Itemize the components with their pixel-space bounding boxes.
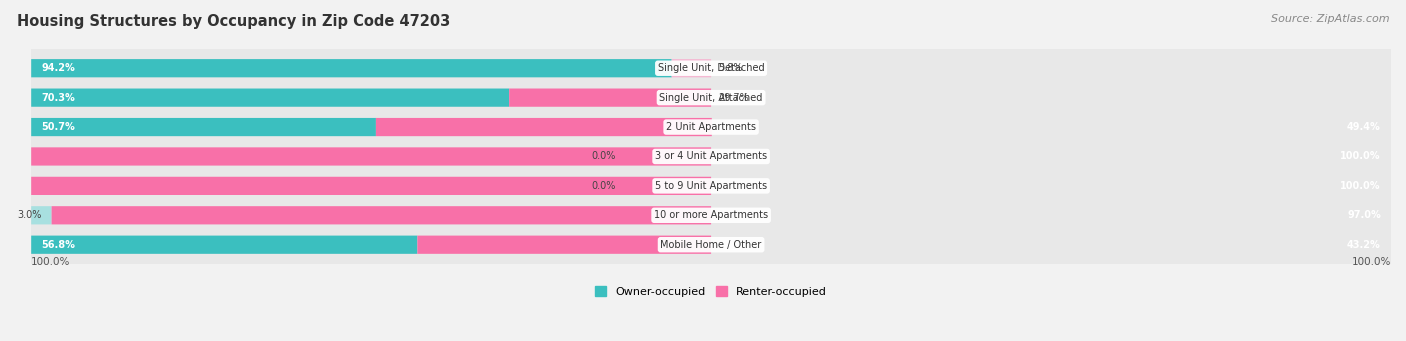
FancyBboxPatch shape (18, 160, 1405, 212)
Text: 49.4%: 49.4% (1347, 122, 1381, 132)
Text: 56.8%: 56.8% (41, 240, 76, 250)
FancyBboxPatch shape (18, 131, 1405, 182)
Legend: Owner-occupied, Renter-occupied: Owner-occupied, Renter-occupied (595, 286, 827, 297)
FancyBboxPatch shape (52, 206, 711, 224)
Text: 0.0%: 0.0% (592, 181, 616, 191)
FancyBboxPatch shape (375, 118, 711, 136)
FancyBboxPatch shape (18, 42, 1405, 94)
FancyBboxPatch shape (418, 236, 711, 254)
FancyBboxPatch shape (18, 219, 1405, 271)
Text: Single Unit, Attached: Single Unit, Attached (659, 93, 763, 103)
Text: 3 or 4 Unit Apartments: 3 or 4 Unit Apartments (655, 151, 768, 162)
Text: 70.3%: 70.3% (41, 93, 75, 103)
Text: 100.0%: 100.0% (31, 257, 70, 267)
Text: Mobile Home / Other: Mobile Home / Other (661, 240, 762, 250)
FancyBboxPatch shape (31, 59, 672, 77)
Text: 100.0%: 100.0% (1340, 151, 1381, 162)
Text: Single Unit, Detached: Single Unit, Detached (658, 63, 765, 73)
FancyBboxPatch shape (31, 147, 711, 166)
FancyBboxPatch shape (18, 189, 1405, 241)
FancyBboxPatch shape (672, 59, 711, 77)
Text: 94.2%: 94.2% (41, 63, 75, 73)
Text: 3.0%: 3.0% (17, 210, 41, 220)
FancyBboxPatch shape (31, 177, 711, 195)
Text: 43.2%: 43.2% (1347, 240, 1381, 250)
FancyBboxPatch shape (31, 89, 509, 107)
FancyBboxPatch shape (18, 101, 1405, 153)
Text: 29.7%: 29.7% (718, 93, 748, 103)
Text: 5 to 9 Unit Apartments: 5 to 9 Unit Apartments (655, 181, 768, 191)
Text: 5.8%: 5.8% (718, 63, 742, 73)
Text: 10 or more Apartments: 10 or more Apartments (654, 210, 768, 220)
FancyBboxPatch shape (509, 89, 711, 107)
FancyBboxPatch shape (31, 236, 418, 254)
Text: 0.0%: 0.0% (592, 151, 616, 162)
Text: Housing Structures by Occupancy in Zip Code 47203: Housing Structures by Occupancy in Zip C… (17, 14, 450, 29)
FancyBboxPatch shape (31, 206, 52, 224)
FancyBboxPatch shape (31, 118, 375, 136)
Text: 2 Unit Apartments: 2 Unit Apartments (666, 122, 756, 132)
Text: Source: ZipAtlas.com: Source: ZipAtlas.com (1271, 14, 1389, 24)
Text: 100.0%: 100.0% (1351, 257, 1391, 267)
Text: 100.0%: 100.0% (1340, 181, 1381, 191)
FancyBboxPatch shape (18, 72, 1405, 123)
Text: 97.0%: 97.0% (1347, 210, 1381, 220)
Text: 50.7%: 50.7% (41, 122, 75, 132)
